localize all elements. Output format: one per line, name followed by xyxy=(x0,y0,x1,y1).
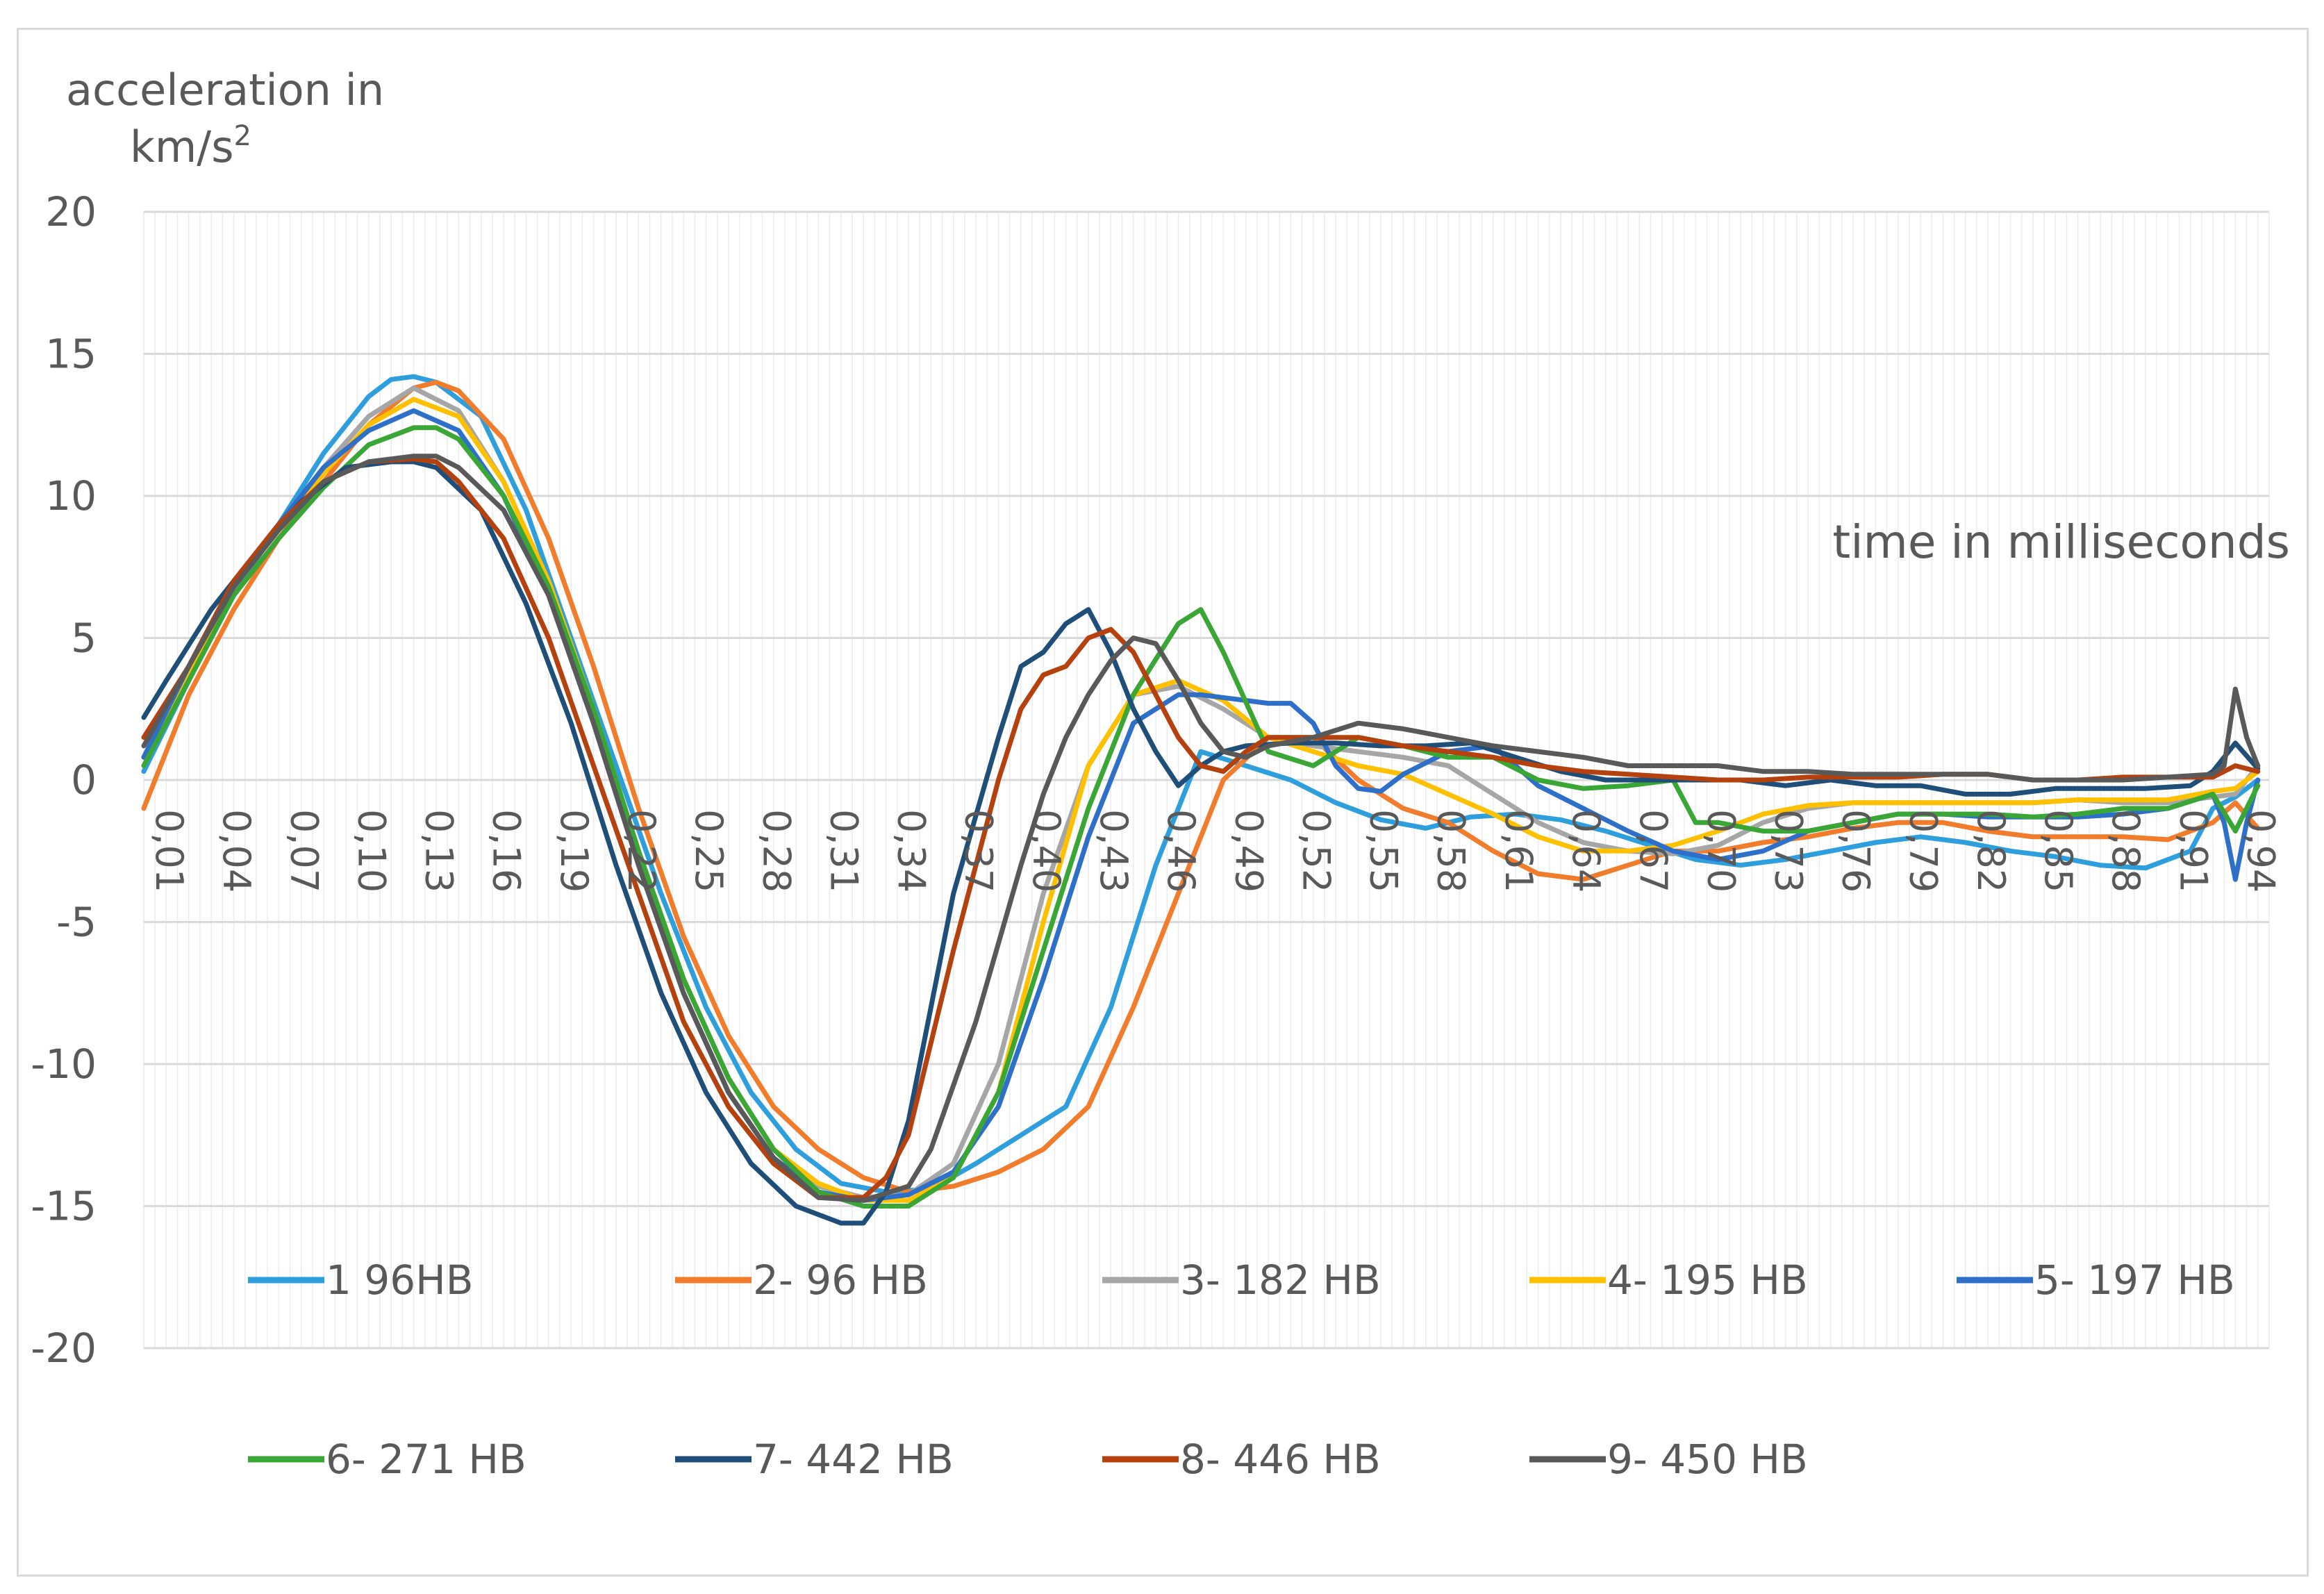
x-tick-label: 0,79 xyxy=(1902,809,1945,893)
series-line xyxy=(141,456,2261,1200)
x-tick-label: 0,88 xyxy=(2104,809,2148,893)
x-tick-label: 0,34 xyxy=(890,809,933,893)
legend-label: 7- 442 HB xyxy=(753,1436,954,1483)
y-tick-label: 20 xyxy=(45,188,97,235)
x-tick-label: 0,64 xyxy=(1564,809,1608,893)
x-tick-label: 0,22 xyxy=(620,809,663,893)
x-tick-label: 0,94 xyxy=(2239,809,2282,893)
x-tick-label: 0,52 xyxy=(1294,809,1338,893)
x-tick-label: 0,91 xyxy=(2171,809,2215,893)
x-tick-label: 0,58 xyxy=(1429,809,1473,893)
legend-label: 3- 182 HB xyxy=(1180,1256,1381,1304)
x-tick-label: 0,01 xyxy=(147,809,191,893)
x-tick-label: 0,70 xyxy=(1699,809,1743,893)
series-lines xyxy=(141,374,2261,1226)
x-tick-label: 0,49 xyxy=(1227,809,1270,893)
series-line xyxy=(141,459,2261,1226)
x-tick-label: 0,10 xyxy=(349,809,393,893)
y-axis-label-line1: acceleration in xyxy=(66,65,384,115)
legend-label: 1 96HB xyxy=(326,1256,474,1304)
x-tick-label: 0,67 xyxy=(1632,809,1675,893)
x-tick-label: 0,19 xyxy=(552,809,596,893)
x-tick-label: 0,13 xyxy=(417,809,461,893)
y-tick-label: 10 xyxy=(45,472,97,520)
x-axis-ticks: 0,01 0,04 0,07 0,10 0,13 0,16 0,19 0,22 0,25 0,28… xyxy=(147,809,2282,893)
legend-label: 8- 446 HB xyxy=(1180,1436,1381,1483)
series-line xyxy=(141,379,2261,1195)
x-tick-label: 0,37 xyxy=(957,809,1001,893)
series-line xyxy=(141,374,2261,1195)
series-line xyxy=(141,425,2261,1209)
y-tick-label: -5 xyxy=(56,899,97,946)
x-tick-label: 0,25 xyxy=(687,809,731,893)
x-tick-label: 0,43 xyxy=(1092,809,1136,893)
y-tick-label: -15 xyxy=(31,1183,97,1230)
y-axis-ticks: 20 15 10 5 0 -5 -10 -15 -20 xyxy=(31,188,97,1372)
y-axis-label-superscript: 2 xyxy=(234,120,251,152)
y-axis-label-unit: km/s xyxy=(130,122,234,172)
x-tick-label: 0,40 xyxy=(1024,809,1068,893)
legend-label: 5- 197 HB xyxy=(2034,1256,2235,1304)
series-line xyxy=(141,454,2261,1203)
y-tick-label: -10 xyxy=(31,1040,97,1088)
x-tick-label: 0,76 xyxy=(1834,809,1878,893)
x-tick-label: 0,55 xyxy=(1362,809,1406,893)
series-line xyxy=(141,397,2261,1203)
chart-area: 20 15 10 5 0 -5 -10 -15 -20 0,01 0,04 0,07 0,10 0,13… xyxy=(17,28,2309,1577)
legend-label: 9- 450 HB xyxy=(1607,1436,1808,1483)
x-tick-label: 0,28 xyxy=(754,809,798,893)
x-tick-label: 0,16 xyxy=(485,809,529,893)
x-tick-label: 0,04 xyxy=(215,809,258,893)
x-axis-label: time in milliseconds xyxy=(1832,515,2290,569)
x-tick-label: 0,82 xyxy=(1969,809,2013,893)
y-tick-label: -20 xyxy=(31,1325,97,1372)
y-axis-label-line2: km/s2 xyxy=(130,120,251,172)
y-tick-label: 0 xyxy=(71,756,97,804)
legend-label: 6- 271 HB xyxy=(326,1436,526,1483)
x-tick-label: 0,46 xyxy=(1159,809,1203,893)
legend-label: 2- 96 HB xyxy=(753,1256,928,1304)
x-tick-label: 0,31 xyxy=(822,809,865,893)
line-chart: 20 15 10 5 0 -5 -10 -15 -20 0,01 0,04 0,07 0,10 0,13… xyxy=(31,65,2290,1483)
horizontal-gridlines xyxy=(144,210,2269,1350)
x-tick-label: 0,61 xyxy=(1497,809,1541,893)
y-tick-label: 5 xyxy=(71,615,97,662)
x-tick-label: 0,85 xyxy=(2036,809,2080,893)
legend: 1 96HB 2- 96 HB 3- 182 HB 4- 195 HB 5- 197 H… xyxy=(248,1256,2235,1483)
y-tick-label: 15 xyxy=(45,331,97,378)
x-tick-label: 0,73 xyxy=(1766,809,1810,893)
legend-label: 4- 195 HB xyxy=(1607,1256,1808,1304)
x-tick-label: 0,07 xyxy=(282,809,326,893)
